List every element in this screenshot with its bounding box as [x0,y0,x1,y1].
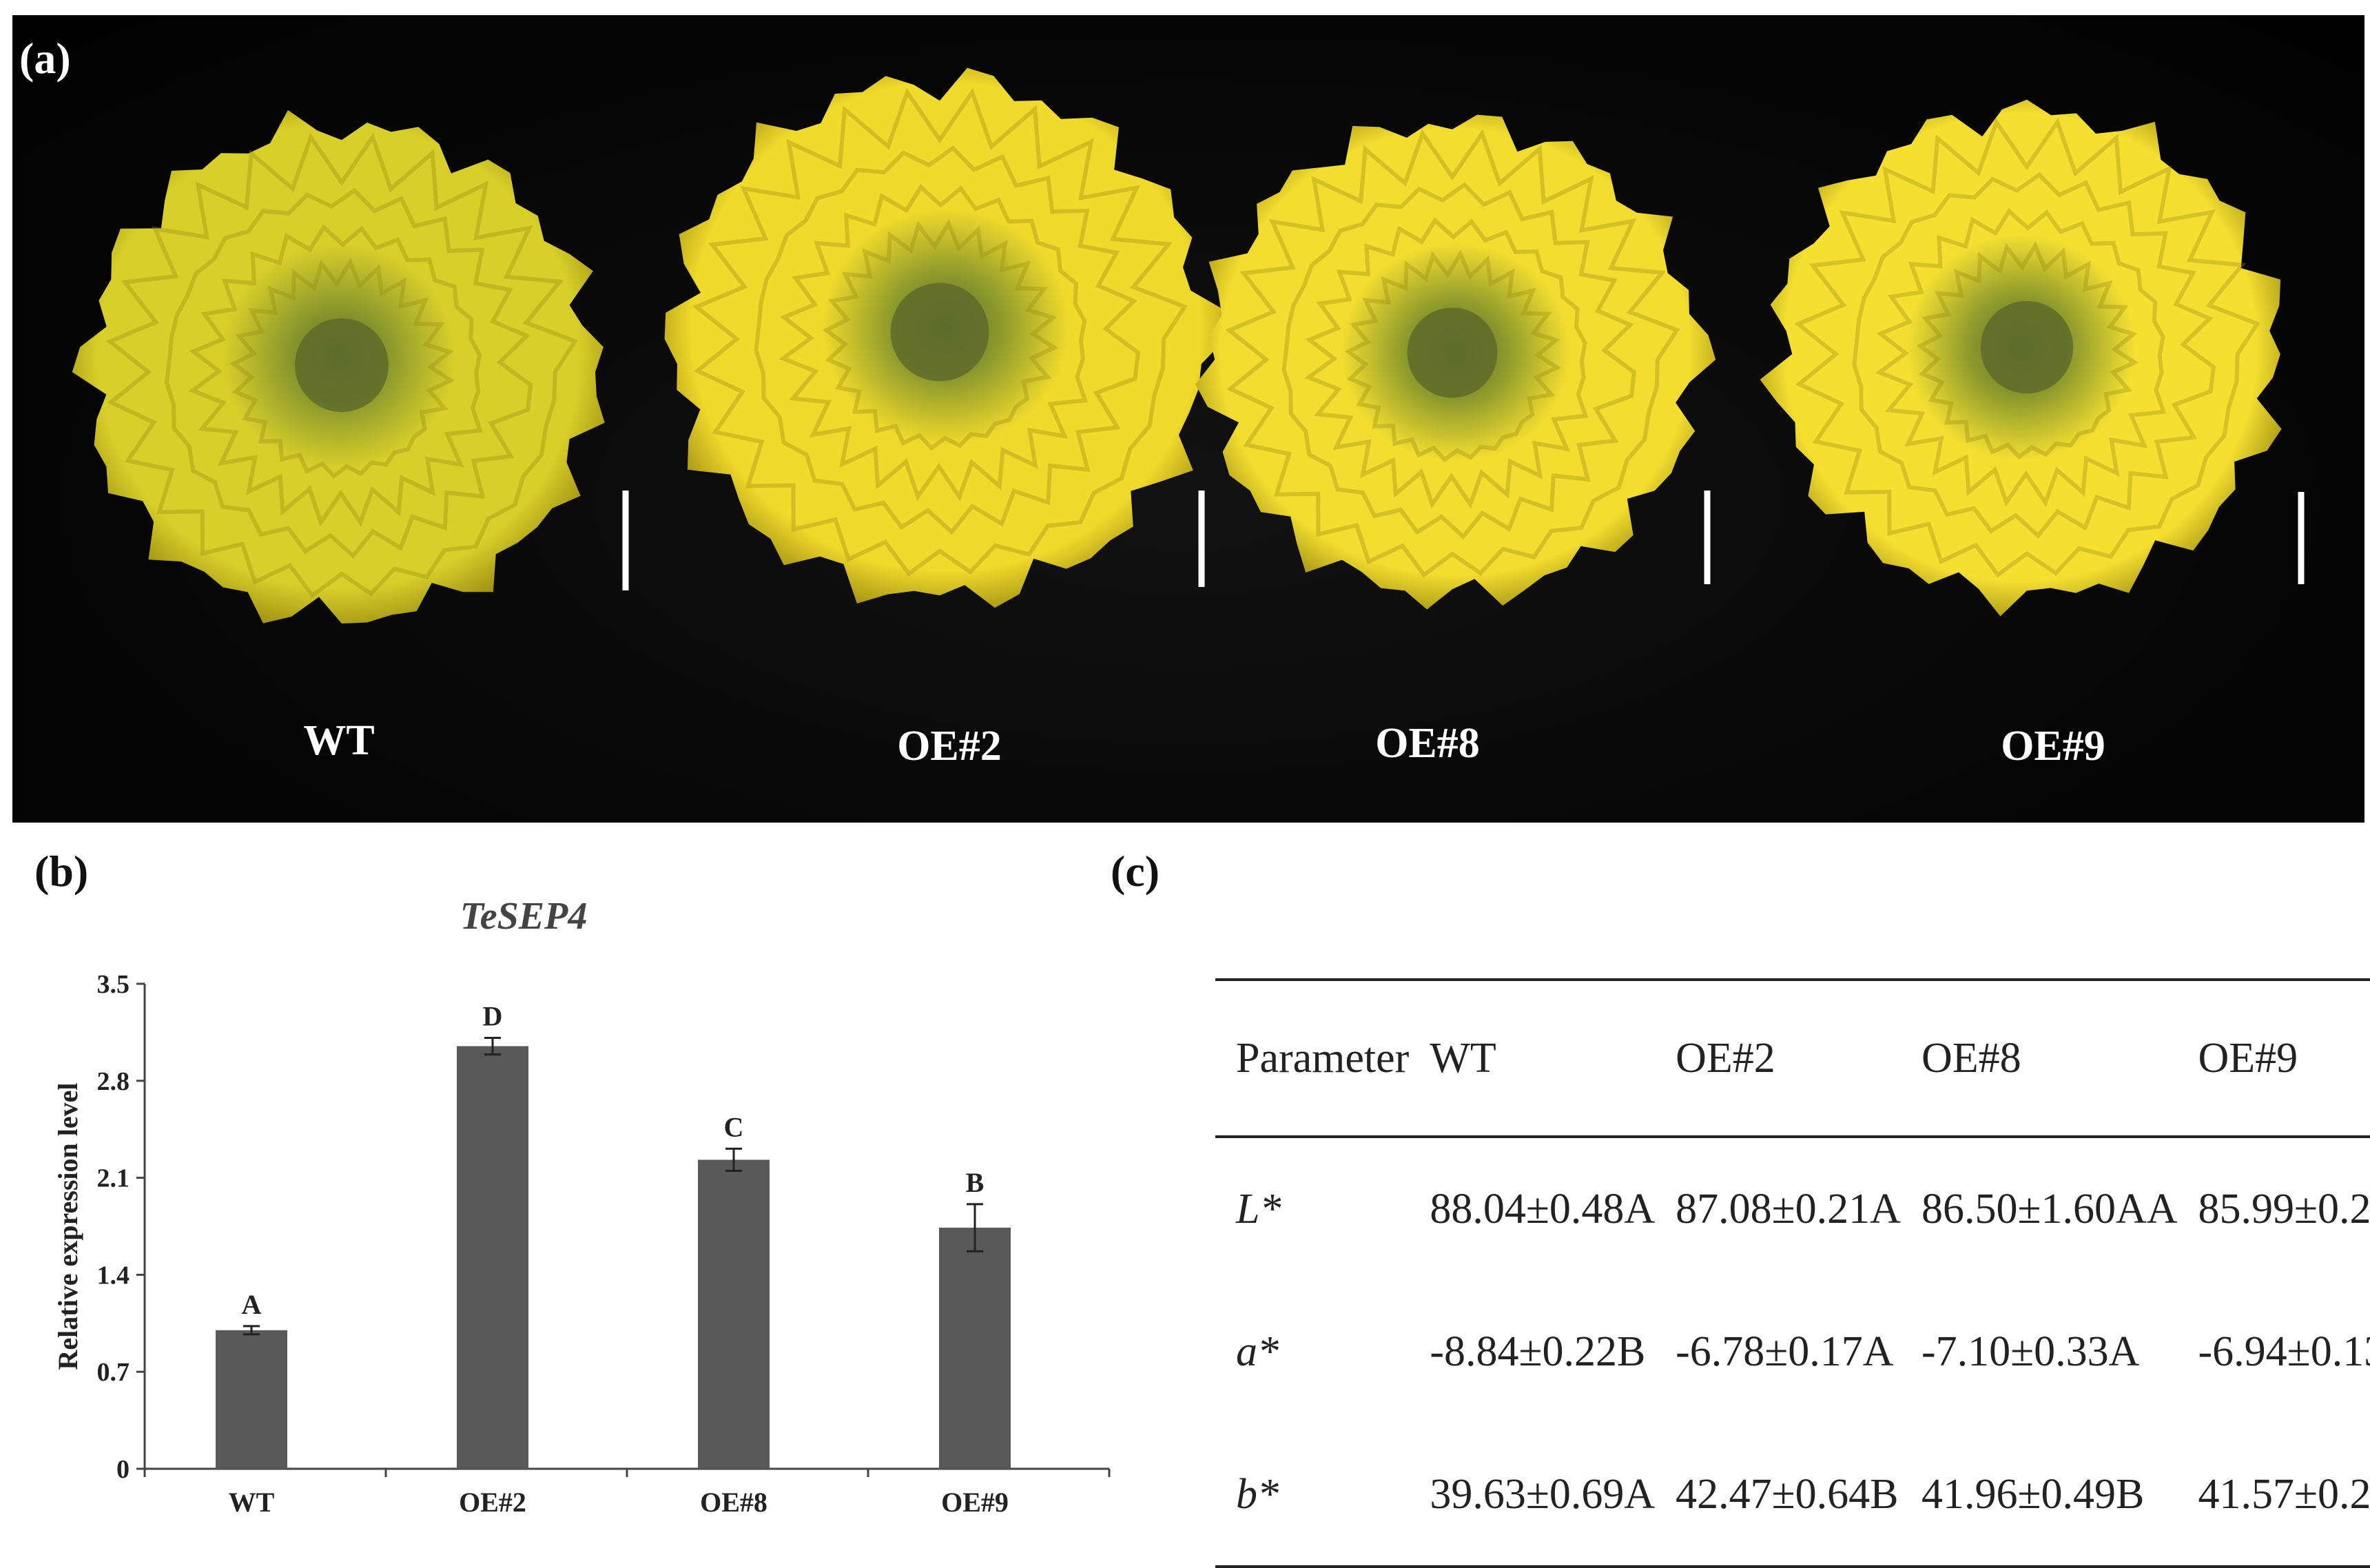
significance-label: B [966,1167,985,1198]
flower-label-oe8: OE#8 [1375,720,1480,767]
error-bar [243,1325,260,1336]
x-tick-label: OE#9 [941,1487,1009,1518]
value-cell: -6.78±0.17A [1676,1328,1894,1375]
y-tick-label: 2.1 [97,1164,130,1193]
color-parameter-table: Parameter WT OE#2 OE#8 OE#9 L* 88.04±0.4… [1215,978,2370,1568]
header-parameter: Parameter [1236,1034,1410,1082]
table-row: b* 39.63±0.69A 42.47±0.64B 41.96±0.49B 4… [1215,1423,2370,1567]
chart-title: TeSEP4 [460,895,588,938]
x-tick-label: WT [229,1487,275,1518]
flower-photo [72,68,2305,624]
y-tick-label: 3.5 [97,970,130,999]
y-tick-label: 0.7 [97,1358,130,1387]
header-wt: WT [1430,1034,1496,1082]
table-row: L* 88.04±0.48A 87.08±0.21A 86.50±1.60AA … [1215,1137,2370,1280]
value-cell: -7.10±0.33A [1921,1328,2140,1375]
value-cell: 88.04±0.48A [1430,1185,1656,1232]
significance-label: A [242,1289,262,1320]
value-cell: 87.08±0.21A [1676,1185,1901,1232]
panel-a-label: (a) [19,34,71,83]
y-tick-label: 1.4 [97,1261,130,1290]
header-oe9: OE#9 [2198,1034,2298,1082]
expression-chart-svg: TeSEP4 Relative expression level 0 0.7 1.4 2.… [52,895,1111,1518]
panel-c-label: (c) [1111,847,1160,896]
value-cell: 41.96±0.49B [1921,1470,2145,1518]
value-cell: 86.50±1.60AA [1921,1185,2178,1232]
y-axis-label: Relative expression level [52,1083,83,1370]
error-bar [725,1147,742,1173]
param-cell: b* [1236,1470,1279,1518]
x-tick-label: OE#8 [700,1487,767,1518]
value-cell: -8.84±0.22B [1430,1328,1646,1375]
bar-oe9 [939,1228,1011,1469]
error-bar [967,1203,983,1252]
flower-label-oe9: OE#9 [2001,723,2105,770]
param-cell: L* [1236,1185,1281,1232]
bar-oe8 [698,1159,770,1469]
bar-oe2 [457,1046,528,1469]
param-cell: a* [1236,1328,1279,1375]
value-cell: -6.94±0.13A [2198,1328,2370,1375]
table-header-row: Parameter WT OE#2 OE#8 OE#9 [1215,980,2370,1137]
y-tick-label: 2.8 [97,1067,130,1096]
significance-label: D [483,1000,503,1031]
flower-oe2 [664,68,1227,608]
flower-oe8 [1195,114,1716,610]
flower-label-wt: WT [303,717,375,764]
panel-b-label: (b) [34,847,89,896]
value-cell: 39.63±0.69A [1430,1470,1656,1518]
error-bar [484,1036,501,1056]
header-oe8: OE#8 [1921,1034,2021,1082]
y-tick-label: 0 [116,1455,130,1484]
header-oe2: OE#2 [1676,1034,1775,1082]
table-row: a* -8.84±0.22B -6.78±0.17A -7.10±0.33A -… [1215,1280,2370,1423]
value-cell: 41.57±0.25B [2198,1470,2370,1518]
flower-photo-panel [12,15,2364,823]
value-cell: 85.99±0.23A [2198,1185,2370,1232]
bar-wt [216,1330,287,1469]
value-cell: 42.47±0.64B [1676,1470,1899,1518]
x-tick-label: OE#2 [459,1487,526,1518]
color-table: Parameter WT OE#2 OE#8 OE#9 L* 88.04±0.4… [1215,978,2370,1568]
expression-chart: TeSEP4 Relative expression level 0 0.7 1.4 2.… [48,882,1123,1518]
flower-oe9 [1760,99,2282,617]
flower-wt [72,110,605,624]
significance-label: C [724,1111,744,1142]
flower-label-oe2: OE#2 [897,723,1002,770]
